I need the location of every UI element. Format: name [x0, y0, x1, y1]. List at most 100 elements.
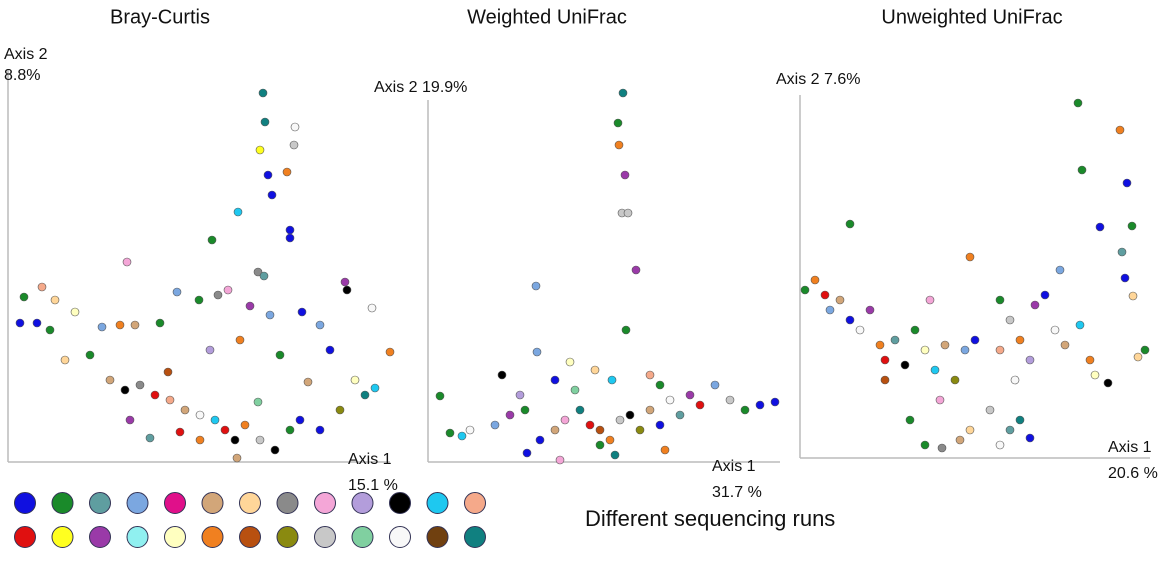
point	[50, 295, 60, 305]
legend-swatch	[89, 526, 111, 548]
point	[631, 265, 641, 275]
point	[285, 233, 295, 243]
point	[710, 380, 720, 390]
point	[240, 420, 250, 430]
point	[130, 320, 140, 330]
x-axis-label: Axis 1	[348, 451, 392, 468]
point	[175, 427, 185, 437]
point	[120, 385, 130, 395]
point	[855, 325, 865, 335]
point	[163, 367, 173, 377]
chart-title: Unweighted UniFrac	[881, 6, 1062, 28]
point	[1015, 335, 1025, 345]
legend-swatch	[351, 526, 374, 548]
point	[800, 285, 810, 295]
point	[245, 301, 255, 311]
point	[645, 370, 655, 380]
point	[985, 405, 995, 415]
point	[613, 118, 623, 128]
point	[1055, 265, 1065, 275]
point	[220, 425, 230, 435]
point	[325, 345, 335, 355]
point	[1015, 415, 1025, 425]
chart-title: Weighted UniFrac	[467, 6, 627, 28]
point	[925, 295, 935, 305]
point	[618, 88, 628, 98]
chart-title: Bray-Curtis	[110, 6, 210, 28]
legend-swatch	[14, 492, 36, 514]
point	[258, 88, 268, 98]
y-axis-label: Axis 2 19.9%	[374, 79, 467, 96]
point	[995, 295, 1005, 305]
point	[890, 335, 900, 345]
point	[255, 145, 265, 155]
point	[1073, 98, 1083, 108]
point	[920, 440, 930, 450]
point	[295, 415, 305, 425]
point	[725, 395, 735, 405]
point	[1077, 165, 1087, 175]
point	[1040, 290, 1050, 300]
point	[1140, 345, 1150, 355]
point	[965, 425, 975, 435]
point	[845, 315, 855, 325]
point	[955, 435, 965, 445]
point	[122, 257, 132, 267]
point	[920, 345, 930, 355]
point	[615, 415, 625, 425]
point	[565, 357, 575, 367]
point	[1128, 291, 1138, 301]
point	[970, 335, 980, 345]
legend-title: Different sequencing runs	[585, 506, 835, 531]
legend-swatch	[89, 492, 111, 514]
point	[995, 440, 1005, 450]
y-axis-label: 8.8%	[4, 67, 40, 84]
point	[207, 235, 217, 245]
point	[1005, 315, 1015, 325]
point	[210, 415, 220, 425]
point	[1127, 221, 1137, 231]
point	[260, 117, 270, 127]
point	[937, 443, 947, 453]
point	[315, 320, 325, 330]
x-axis-label: 31.7 %	[712, 484, 762, 501]
point	[259, 271, 269, 281]
point	[340, 277, 350, 287]
point	[145, 433, 155, 443]
point	[930, 365, 940, 375]
point	[37, 282, 47, 292]
point	[285, 425, 295, 435]
point	[385, 347, 395, 357]
legend-swatch	[239, 526, 261, 548]
point	[457, 431, 467, 441]
y-axis-label: Axis 2	[4, 46, 48, 63]
point	[595, 425, 605, 435]
legend-swatch	[276, 526, 299, 548]
point	[285, 225, 295, 235]
point	[810, 275, 820, 285]
point	[900, 360, 910, 370]
point	[135, 380, 145, 390]
legend-swatch	[164, 526, 186, 548]
point	[232, 453, 242, 463]
point	[620, 170, 630, 180]
legend-swatch	[426, 492, 449, 514]
point	[1005, 425, 1015, 435]
point	[605, 435, 615, 445]
point	[820, 290, 830, 300]
point	[621, 325, 631, 335]
legend-swatch	[389, 526, 411, 548]
point	[1025, 355, 1035, 365]
point	[195, 410, 205, 420]
point	[360, 390, 370, 400]
point	[253, 397, 263, 407]
legend-swatch	[126, 526, 149, 548]
legend-swatch	[51, 526, 74, 548]
point	[125, 415, 135, 425]
point	[865, 305, 875, 315]
point	[230, 435, 240, 445]
point	[282, 167, 292, 177]
point	[1010, 375, 1020, 385]
point	[755, 400, 765, 410]
point	[195, 435, 205, 445]
